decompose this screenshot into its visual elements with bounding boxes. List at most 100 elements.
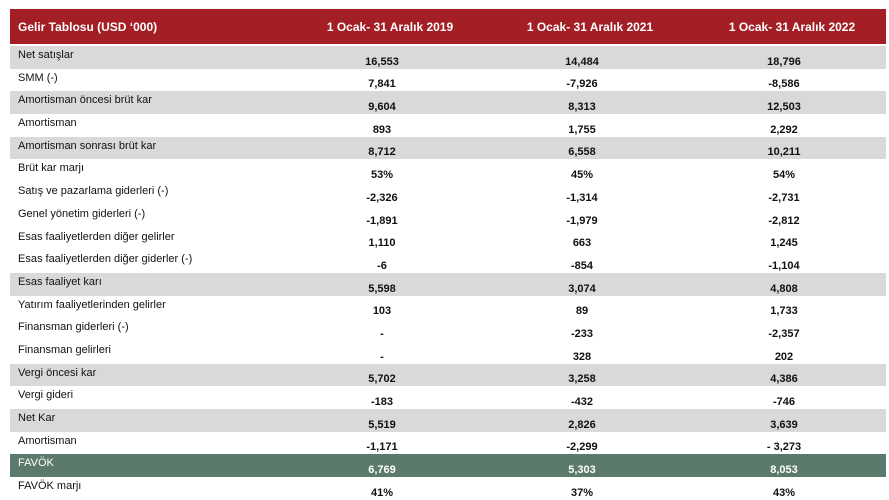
table-header-row: Gelir Tablosu (USD ‘000) 1 Ocak- 31 Aral… <box>10 9 886 45</box>
row-label: Amortisman sonrası brüt kar <box>10 136 282 160</box>
table-row: Amortisman -1,171 -2,299 - 3,273 <box>10 432 886 455</box>
row-label: Finansman giderleri (-) <box>18 321 129 334</box>
column-header-2019: 1 Ocak- 31 Aralık 2019 <box>282 9 482 45</box>
row-label: Net Kar <box>10 409 282 432</box>
row-value: -1,314 <box>566 191 598 204</box>
row-value: 2,826 <box>482 409 682 432</box>
row-value: 16,553 <box>282 44 482 69</box>
row-value: - 3,273 <box>766 441 802 454</box>
row-value: -6 <box>377 259 387 272</box>
row-value: -233 <box>570 327 594 340</box>
row-value: -1,891 <box>366 214 398 227</box>
row-value: 89 <box>575 305 589 318</box>
table-row: FAVÖK 6,769 5,303 8,053 <box>10 454 886 478</box>
row-value: 41% <box>370 486 394 499</box>
row-value: 103 <box>372 305 392 318</box>
row-value: -432 <box>570 396 594 408</box>
row-value: -183 <box>370 396 394 408</box>
row-value: -2,812 <box>768 214 800 227</box>
row-value: -1,104 <box>768 259 800 272</box>
row-value: 328 <box>572 350 592 363</box>
table-row: Esas faaliyetlerden diğer gelirler 1,110 6… <box>10 228 886 251</box>
row-label: FAVÖK marjı <box>18 480 82 493</box>
row-value: -7,926 <box>566 78 598 91</box>
table-row: Esas faaliyetlerden diğer giderler (-) -6… <box>10 250 886 273</box>
row-value: -2,357 <box>768 327 800 340</box>
row-label: Vergi gideri <box>18 389 74 402</box>
row-value: - <box>380 350 384 363</box>
row-value: 6,558 <box>482 136 682 160</box>
table-row: Vergi gideri -183 -432 -746 <box>10 386 886 409</box>
row-value: 5,598 <box>282 272 482 296</box>
row-value: -746 <box>772 396 796 408</box>
row-value: 10,211 <box>682 136 886 160</box>
row-value: 43% <box>772 486 796 499</box>
row-value: 8,053 <box>682 454 886 478</box>
row-value: 45% <box>570 169 594 182</box>
row-value: 6,769 <box>282 454 482 478</box>
row-value: 3,639 <box>682 409 886 432</box>
row-label: FAVÖK <box>10 454 282 478</box>
row-value: 5,519 <box>282 409 482 432</box>
row-label: Brüt kar marjı <box>18 162 85 175</box>
table-title: Gelir Tablosu (USD ‘000) <box>10 9 282 45</box>
row-label: Esas faaliyetlerden diğer giderler (-) <box>18 253 193 266</box>
table-row: Amortisman 893 1,755 2,292 <box>10 114 886 137</box>
row-value: 1,110 <box>368 237 396 250</box>
table-row: Yatırım faaliyetlerinden gelirler 103 89 1,… <box>10 296 886 319</box>
table-row: FAVÖK marjı 41% 37% 43% <box>10 477 886 500</box>
table-row: Genel yönetim giderleri (-) -1,891 -1,979 -… <box>10 205 886 228</box>
table-row: Net Kar 5,519 2,826 3,639 <box>10 409 886 432</box>
row-value: -1,979 <box>566 214 598 227</box>
table-row: Amortisman öncesi brüt kar 9,604 8,313 12,5… <box>10 91 886 115</box>
row-label: Vergi öncesi kar <box>10 363 282 387</box>
row-label: Amortisman <box>18 434 77 447</box>
table-row: SMM (-) 7,841 -7,926 -8,586 <box>10 69 886 92</box>
income-statement-container: Gelir Tablosu (USD ‘000) 1 Ocak- 31 Aral… <box>10 9 886 500</box>
row-value: -2,299 <box>566 441 598 454</box>
row-value: 12,503 <box>682 91 886 115</box>
row-label: Genel yönetim giderleri (-) <box>18 207 146 220</box>
row-value: -8,586 <box>768 78 800 91</box>
row-label: Finansman gelirleri <box>18 343 111 356</box>
row-value: 54% <box>772 169 796 182</box>
table-row: Vergi öncesi kar 5,702 3,258 4,386 <box>10 363 886 387</box>
column-header-2022: 1 Ocak- 31 Aralık 2022 <box>682 9 886 45</box>
row-value: 893 <box>372 123 392 136</box>
row-value: -1,171 <box>366 441 398 454</box>
row-value: 1,755 <box>568 123 596 136</box>
row-label: Amortisman <box>18 117 77 130</box>
row-value: 4,386 <box>682 363 886 387</box>
row-label: SMM (-) <box>18 71 58 84</box>
table-row: Satış ve pazarlama giderleri (-) -2,326 -1… <box>10 182 886 205</box>
table-row: Finansman giderleri (-) - -233 -2,357 <box>10 318 886 341</box>
row-label: Amortisman öncesi brüt kar <box>10 91 282 115</box>
row-value: -2,731 <box>768 191 800 204</box>
row-value: 2,292 <box>770 123 798 136</box>
table-row: Finansman gelirleri - 328 202 <box>10 341 886 364</box>
row-label: Satış ve pazarlama giderleri (-) <box>18 185 169 198</box>
row-value: 18,796 <box>682 44 886 69</box>
row-value: 5,303 <box>482 454 682 478</box>
row-value: 1,733 <box>770 305 798 318</box>
row-value: 3,258 <box>482 363 682 387</box>
row-value: 7,841 <box>368 78 396 91</box>
row-value: 14,484 <box>482 44 682 69</box>
row-label: Esas faaliyetlerden diğer gelirler <box>18 230 175 243</box>
row-label: Esas faaliyet karı <box>10 272 282 296</box>
row-value: 663 <box>572 237 592 250</box>
row-value: 8,712 <box>282 136 482 160</box>
row-value: 9,604 <box>282 91 482 115</box>
row-label: Net satışlar <box>10 44 282 69</box>
row-value: 1,245 <box>770 237 798 250</box>
row-value: 4,808 <box>682 272 886 296</box>
table-body: Net satışlar 16,553 14,484 18,796 SMM (-) 7,8… <box>10 44 886 500</box>
row-value: 202 <box>774 350 794 363</box>
table-row: Esas faaliyet karı 5,598 3,074 4,808 <box>10 272 886 296</box>
income-statement-table: Gelir Tablosu (USD ‘000) 1 Ocak- 31 Aral… <box>10 9 886 500</box>
row-value: 37% <box>570 486 594 499</box>
row-value: 53% <box>370 169 394 182</box>
row-value: 5,702 <box>282 363 482 387</box>
table-row: Amortisman sonrası brüt kar 8,712 6,558 10,… <box>10 136 886 160</box>
table-row: Net satışlar 16,553 14,484 18,796 <box>10 44 886 69</box>
